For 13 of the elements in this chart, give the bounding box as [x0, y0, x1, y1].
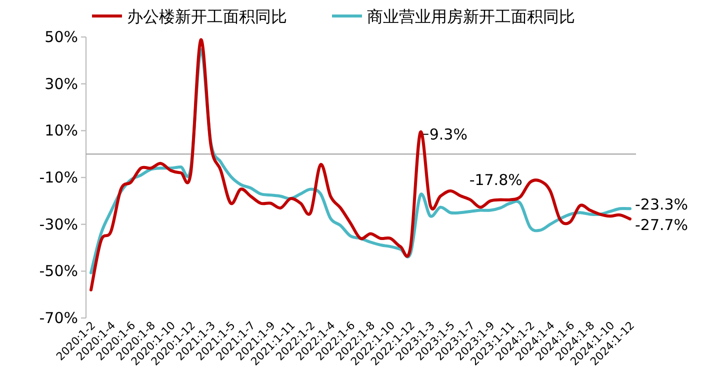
legend-label: 办公楼新开工面积同比: [127, 7, 287, 26]
data-label: -23.3%: [635, 196, 688, 214]
y-tick-label: -30%: [39, 215, 78, 234]
data-label: -27.7%: [635, 216, 688, 234]
y-tick-label: 10%: [44, 122, 78, 140]
y-tick-label: 50%: [44, 28, 78, 46]
legend-label: 商业营业用房新开工面积同比: [367, 7, 575, 26]
y-tick-label: -70%: [39, 309, 78, 327]
y-tick-label: -10%: [39, 168, 78, 186]
y-tick-label: 30%: [44, 74, 78, 93]
data-label: -17.8%: [469, 170, 522, 189]
data-label: 9.3%: [429, 125, 468, 144]
y-tick-label: -50%: [39, 262, 78, 280]
